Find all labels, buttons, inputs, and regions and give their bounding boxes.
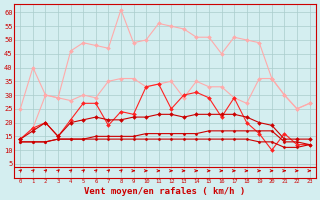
X-axis label: Vent moyen/en rafales ( km/h ): Vent moyen/en rafales ( km/h ) <box>84 187 245 196</box>
